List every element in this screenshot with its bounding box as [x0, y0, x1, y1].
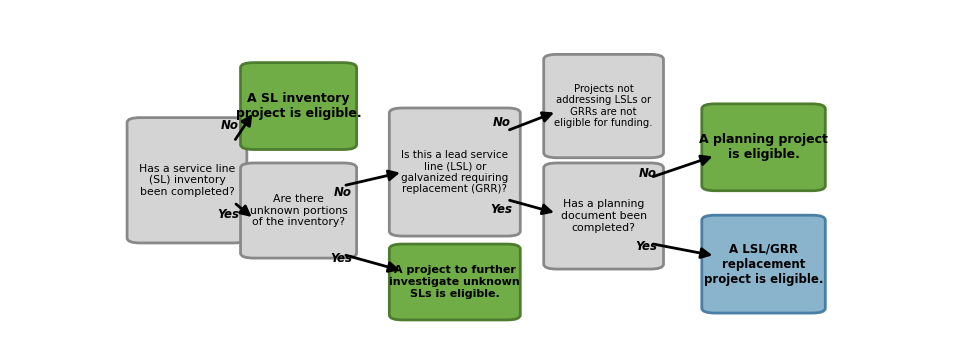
- Text: Yes: Yes: [217, 208, 239, 221]
- Text: A LSL/GRR
replacement
project is eligible.: A LSL/GRR replacement project is eligibl…: [704, 243, 824, 286]
- FancyBboxPatch shape: [390, 244, 520, 320]
- Text: Yes: Yes: [490, 203, 512, 216]
- Text: No: No: [639, 167, 658, 180]
- FancyBboxPatch shape: [241, 163, 356, 258]
- Text: No: No: [492, 116, 511, 129]
- Text: No: No: [221, 119, 239, 132]
- FancyBboxPatch shape: [702, 104, 826, 191]
- FancyBboxPatch shape: [702, 215, 826, 313]
- Text: Is this a lead service
line (LSL) or
galvanized requiring
replacement (GRR)?: Is this a lead service line (LSL) or gal…: [401, 150, 509, 195]
- FancyBboxPatch shape: [127, 117, 247, 243]
- FancyBboxPatch shape: [390, 108, 520, 236]
- Text: Are there
unknown portions
of the inventory?: Are there unknown portions of the invent…: [250, 194, 348, 227]
- Text: Yes: Yes: [636, 240, 658, 253]
- Text: No: No: [334, 186, 352, 199]
- Text: Has a planning
document been
completed?: Has a planning document been completed?: [561, 200, 647, 233]
- FancyBboxPatch shape: [241, 62, 356, 150]
- Text: Has a service line
(SL) inventory
been completed?: Has a service line (SL) inventory been c…: [139, 164, 235, 197]
- Text: A SL inventory
project is eligible.: A SL inventory project is eligible.: [236, 92, 361, 120]
- FancyBboxPatch shape: [543, 163, 663, 269]
- Text: Projects not
addressing LSLs or
GRRs are not
eligible for funding.: Projects not addressing LSLs or GRRs are…: [554, 84, 653, 129]
- Text: A planning project
is eligible.: A planning project is eligible.: [699, 133, 828, 161]
- Text: A project to further
investigate unknown
SLs is eligible.: A project to further investigate unknown…: [390, 265, 520, 298]
- FancyBboxPatch shape: [543, 54, 663, 158]
- Text: Yes: Yes: [330, 252, 352, 265]
